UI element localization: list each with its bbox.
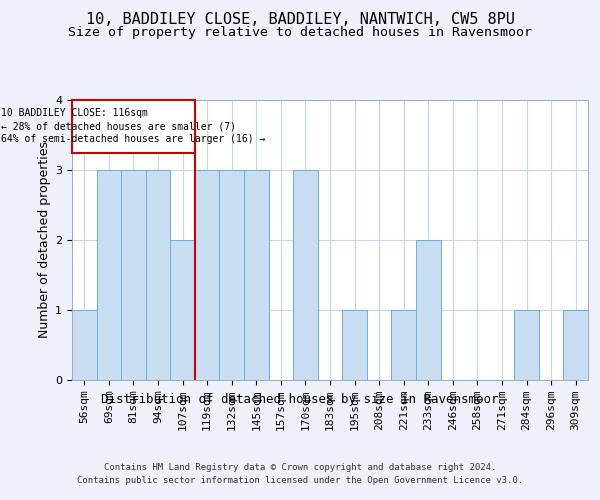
Text: Contains HM Land Registry data © Crown copyright and database right 2024.: Contains HM Land Registry data © Crown c… bbox=[104, 462, 496, 471]
Bar bbox=[97, 170, 121, 380]
Text: Contains public sector information licensed under the Open Government Licence v3: Contains public sector information licen… bbox=[77, 476, 523, 485]
Text: Distribution of detached houses by size in Ravensmoor: Distribution of detached houses by size … bbox=[101, 392, 499, 406]
Text: 10 BADDILEY CLOSE: 116sqm
← 28% of detached houses are smaller (7)
64% of semi-d: 10 BADDILEY CLOSE: 116sqm ← 28% of detac… bbox=[1, 108, 266, 144]
FancyBboxPatch shape bbox=[72, 100, 195, 152]
Bar bbox=[195, 170, 220, 380]
Bar bbox=[416, 240, 440, 380]
Bar bbox=[146, 170, 170, 380]
Bar bbox=[220, 170, 244, 380]
Bar bbox=[342, 310, 367, 380]
Bar bbox=[121, 170, 146, 380]
Bar bbox=[293, 170, 318, 380]
Y-axis label: Number of detached properties: Number of detached properties bbox=[38, 142, 51, 338]
Text: Size of property relative to detached houses in Ravensmoor: Size of property relative to detached ho… bbox=[68, 26, 532, 39]
Bar bbox=[72, 310, 97, 380]
Text: 10, BADDILEY CLOSE, BADDILEY, NANTWICH, CW5 8PU: 10, BADDILEY CLOSE, BADDILEY, NANTWICH, … bbox=[86, 12, 514, 28]
Bar bbox=[170, 240, 195, 380]
Bar bbox=[391, 310, 416, 380]
Bar bbox=[244, 170, 269, 380]
Bar bbox=[514, 310, 539, 380]
Bar bbox=[563, 310, 588, 380]
